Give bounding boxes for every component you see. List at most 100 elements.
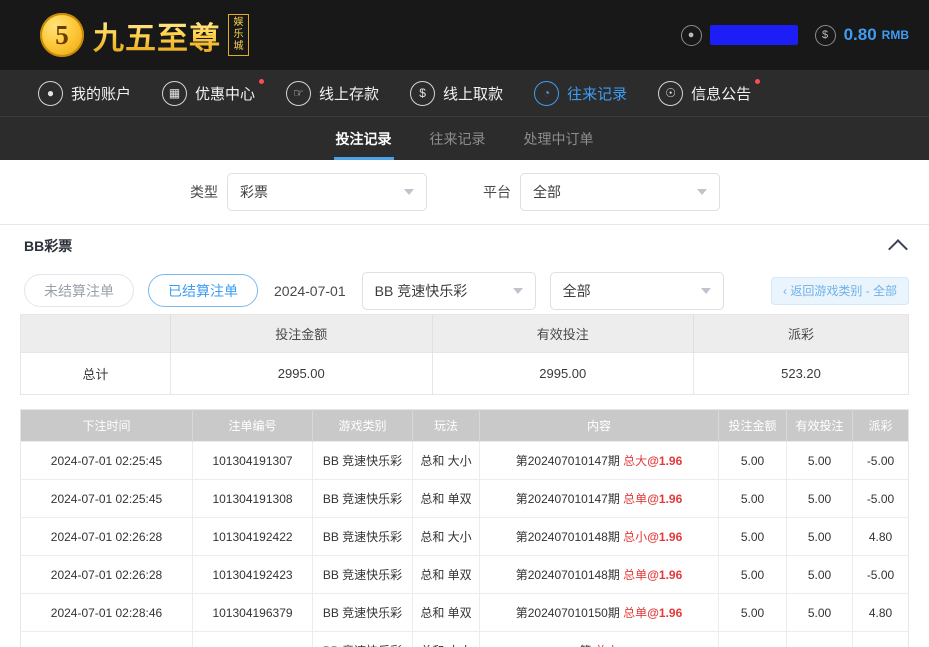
- table-row[interactable]: 2024-07-01 02:25:45 101304191307 BB 竞速快乐彩总…: [20, 441, 909, 480]
- cell-game-category: BB 竞速快乐彩: [312, 517, 413, 556]
- content-odds: @1.96: [647, 492, 683, 506]
- col-order-id[interactable]: 注单编号: [192, 409, 313, 442]
- table-row[interactable]: 2024-07-01 02:25:45 101304191308 BB 竞速快乐彩总…: [20, 479, 909, 518]
- col-bet-time[interactable]: 下注时间: [20, 409, 193, 442]
- cell-content: 第202407010150期 总单@1.96: [479, 593, 719, 632]
- col-play-type[interactable]: 玩法: [412, 409, 480, 442]
- content-odds: @1.96: [647, 568, 683, 582]
- dollar-circle-icon: $: [814, 24, 836, 46]
- cell-valid-bet: 5.00: [786, 441, 853, 480]
- top-bar: 5 九五至尊 娱乐城 ● $ 0.80 RMB: [0, 0, 929, 70]
- summary-header-valid-bet: 有效投注: [432, 314, 694, 353]
- user-circle-icon: ●: [680, 24, 702, 46]
- balance-amount: 0.80: [843, 25, 877, 44]
- notification-dot: [755, 79, 761, 84]
- content-odds: @1.96: [647, 454, 683, 468]
- content-bet-selection: 总单: [619, 606, 648, 620]
- table-row[interactable]: 2024-07-01 02:28:46 101304196379 BB 竞速快乐彩总…: [20, 593, 909, 632]
- cell-valid-bet: 5.00: [786, 517, 853, 556]
- content-bet-selection: 总单: [619, 568, 648, 582]
- cell-bet-amount: 5.00: [718, 593, 787, 632]
- nav-item-records[interactable]: ◔ 往来记录: [534, 70, 627, 116]
- type-filter-label: 类型: [190, 184, 218, 200]
- tab-pending-orders[interactable]: 处理中订单: [523, 130, 594, 147]
- brand-name: 九五至尊: [93, 13, 221, 58]
- summary-header-blank: [20, 314, 171, 353]
- nav-label: 线上存款: [319, 85, 380, 103]
- cell-payout: -5.00: [852, 479, 909, 518]
- cell-bet-amount: [718, 631, 787, 647]
- nav-label: 信息公告: [691, 85, 752, 103]
- content-odds: @1.96: [647, 606, 683, 620]
- cell-bet-time: 2024-07-01 02:28:46: [20, 593, 193, 632]
- balance-display[interactable]: $ 0.80 RMB: [814, 24, 909, 46]
- section-header: BB彩票: [0, 225, 929, 267]
- table-header-row: 下注时间 注单编号 游戏类别 玩法 内容 投注金额 有效投注 派彩: [20, 409, 909, 442]
- cell-order-id: 101304191308: [192, 479, 313, 518]
- cell-game-category: BB 竞速快乐彩: [312, 479, 413, 518]
- date-value[interactable]: 2024-07-01: [274, 282, 346, 299]
- nav-label: 我的账户: [71, 85, 132, 103]
- content-bet-selection: 总大: [619, 454, 648, 468]
- summary-total-row: 总计 2995.00 2995.00 523.20: [20, 352, 909, 395]
- brand-logo[interactable]: 5 九五至尊 娱乐城: [40, 13, 249, 58]
- table-row[interactable]: 2024-07-01 02:26:28 101304192423 BB 竞速快乐彩总…: [20, 555, 909, 594]
- nav-item-deposit[interactable]: ☞ 线上存款: [286, 70, 379, 116]
- cell-valid-bet: [786, 631, 853, 647]
- summary-value-bet-amount: 2995.00: [170, 352, 433, 395]
- tab-transaction-records[interactable]: 往来记录: [429, 130, 486, 147]
- cell-valid-bet: 5.00: [786, 555, 853, 594]
- chevron-up-icon[interactable]: [888, 238, 908, 259]
- nav-item-my-account[interactable]: ● 我的账户: [38, 70, 131, 116]
- back-to-game-category-button[interactable]: ‹ 返回游戏类别 - 全部: [771, 276, 909, 305]
- cell-play-type: 总和 单双: [412, 479, 480, 518]
- table-row[interactable]: 2024-07-01 02:26:28 101304192422 BB 竞速快乐彩总…: [20, 517, 909, 556]
- col-content[interactable]: 内容: [479, 409, 719, 442]
- col-valid-bet[interactable]: 有效投注: [786, 409, 853, 442]
- pill-settled-bets[interactable]: 已结算注单: [148, 274, 258, 307]
- nav-label: 线上取款: [443, 85, 504, 103]
- col-payout[interactable]: 派彩: [852, 409, 909, 442]
- type-select[interactable]: 彩票: [227, 173, 427, 211]
- cell-bet-time: [20, 631, 193, 647]
- cell-valid-bet: 5.00: [786, 593, 853, 632]
- cell-play-type: 总和 大小: [412, 441, 480, 480]
- cell-content: 第202407010147期 总大@1.96: [479, 441, 719, 480]
- content-period: 第202407010148期: [515, 530, 620, 544]
- content-period: 第: [579, 644, 591, 647]
- balance-currency: RMB: [881, 28, 909, 42]
- game-select[interactable]: BB 竞速快乐彩: [361, 271, 536, 310]
- user-account-display[interactable]: ●: [680, 24, 798, 46]
- chevron-down-icon: [404, 189, 414, 195]
- type-select-value: 彩票: [240, 184, 268, 200]
- col-bet-amount[interactable]: 投注金额: [718, 409, 787, 442]
- platform-select[interactable]: 全部: [520, 173, 720, 211]
- scope-select[interactable]: 全部: [549, 271, 724, 310]
- content-period: 第202407010150期: [515, 606, 620, 620]
- cell-game-category: BB 竞速快乐彩: [312, 593, 413, 632]
- tables-container: 投注金额 有效投注 派彩 总计 2995.00 2995.00 523.20 下…: [0, 314, 929, 647]
- cell-game-category: BB 竞速快乐彩: [312, 555, 413, 594]
- col-game-category[interactable]: 游戏类别: [312, 409, 413, 442]
- gift-icon: ▦: [162, 80, 188, 106]
- cell-bet-time: 2024-07-01 02:26:28: [20, 555, 193, 594]
- cell-content: 第 总小: [479, 631, 719, 647]
- nav-item-announcements[interactable]: ☉ 信息公告: [658, 70, 761, 116]
- nav-item-promotions[interactable]: ▦ 优惠中心: [162, 70, 265, 116]
- pill-unsettled-bets[interactable]: 未结算注单: [24, 274, 134, 307]
- main-navigation: ● 我的账户 ▦ 优惠中心 ☞ 线上存款 $ 线上取款 ◔ 往来记录 ☉ 信息公…: [0, 70, 929, 117]
- type-filter-group: 类型 彩票: [190, 173, 427, 211]
- summary-value-valid-bet: 2995.00: [432, 352, 694, 395]
- nav-label: 优惠中心: [195, 85, 256, 103]
- content-period: 第202407010147期: [515, 454, 620, 468]
- tab-betting-records[interactable]: 投注记录: [333, 117, 394, 160]
- cell-payout: 4.80: [852, 517, 909, 556]
- cell-game-category: BB 竞速快乐彩: [312, 631, 413, 647]
- cell-payout: -5.00: [852, 441, 909, 480]
- cell-order-id: 101304192422: [192, 517, 313, 556]
- chevron-down-icon: [512, 287, 523, 294]
- section-title: BB彩票: [24, 238, 73, 254]
- brand-badge: 娱乐城: [228, 14, 249, 56]
- nav-item-withdraw[interactable]: $ 线上取款: [410, 70, 503, 116]
